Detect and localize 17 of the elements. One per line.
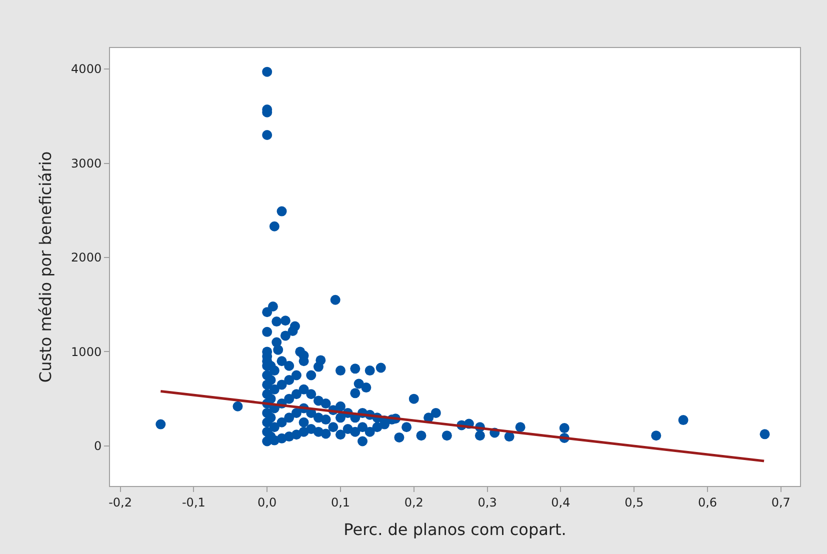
x-tick-label: -0,1 xyxy=(182,495,206,510)
y-tick-label: 4000 xyxy=(71,62,102,76)
y-tick-label: 2000 xyxy=(71,250,102,265)
x-tick-label: 0,2 xyxy=(404,495,424,510)
x-tick-label: 0,0 xyxy=(258,495,277,510)
x-tick-label: -0,2 xyxy=(108,495,132,510)
y-axis-title: Custo médio por beneficiário xyxy=(36,151,55,383)
x-axis-title: Perc. de planos com copart. xyxy=(344,520,566,540)
x-tick-label: 0,6 xyxy=(698,495,718,510)
x-tick-label: 0,7 xyxy=(771,495,790,510)
y-tick-label: 1000 xyxy=(71,344,102,359)
x-tick-label: 0,5 xyxy=(624,495,644,510)
x-tick-label: 0,4 xyxy=(551,495,570,510)
x-tick-label: 0,1 xyxy=(330,495,350,510)
y-tick-label: 3000 xyxy=(71,156,102,170)
y-tick-label: 0 xyxy=(94,439,102,454)
x-tick-label: 0,3 xyxy=(478,495,497,510)
